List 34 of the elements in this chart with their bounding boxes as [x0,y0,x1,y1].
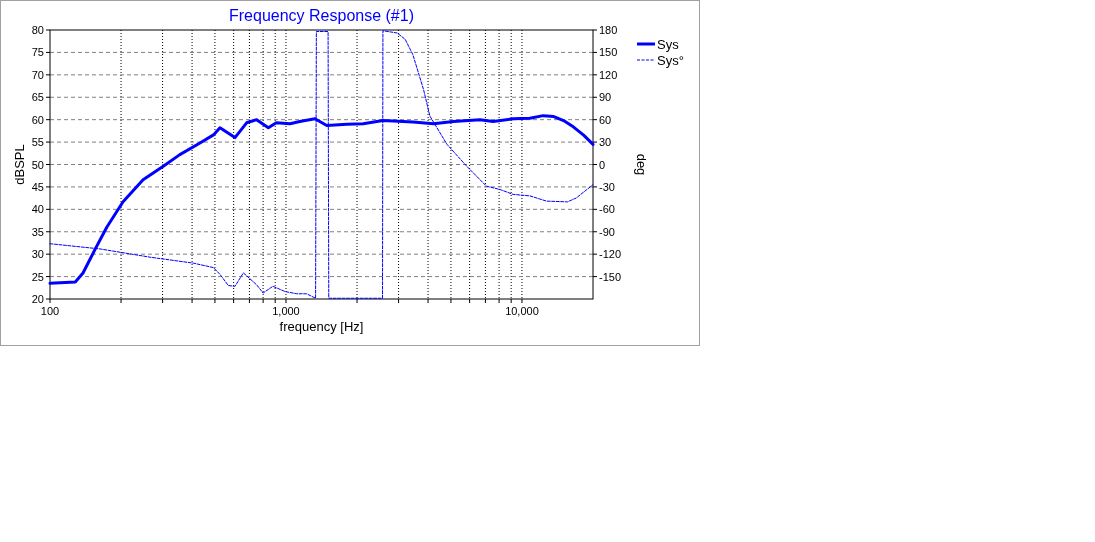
y-tick-label: 60 [31,113,44,126]
legend-label: Sys [657,37,680,52]
y-tick-label: 35 [31,225,44,238]
y2-tick-label: 30 [599,136,612,149]
y2-tick-label: -90 [599,225,615,238]
y-tick-label: 25 [31,270,44,283]
y-tick-label: 55 [31,136,44,149]
x-axis-title: frequency [Hz] [279,319,364,334]
y-tick-label: 20 [31,293,44,305]
x-tick-label: 10,000 [505,305,539,317]
y2-tick-label: 120 [599,68,618,81]
y-tick-label: 70 [31,68,44,81]
y-tick-label: 40 [31,203,44,216]
y2-tick-label: -30 [599,180,615,193]
y-tick-label: 30 [31,248,44,261]
y2-tick-label: -120 [599,248,622,261]
y-tick-label: 45 [31,180,44,193]
y2-tick-label: 60 [599,113,612,126]
x-tick-label: 100 [40,305,60,317]
y2-tick-label: 90 [599,91,612,104]
y-axis-title: dBSPL [12,144,27,185]
y-tick-label: 75 [31,46,44,59]
y2-tick-label: 150 [599,46,618,59]
y-tick-label: 80 [31,24,44,36]
y-tick-label: 50 [31,158,44,171]
y2-tick-label: -60 [599,203,615,216]
x-tick-label: 1,000 [272,305,300,317]
legend-label: Sys° [657,53,684,68]
chart-title: Frequency Response (#1) [229,7,414,24]
y-tick-label: 65 [31,91,44,104]
y2-tick-label: 0 [599,158,606,171]
y2-tick-label: -150 [599,270,622,283]
y2-axis-title: deg [634,153,649,176]
y2-tick-label: 180 [599,24,618,36]
